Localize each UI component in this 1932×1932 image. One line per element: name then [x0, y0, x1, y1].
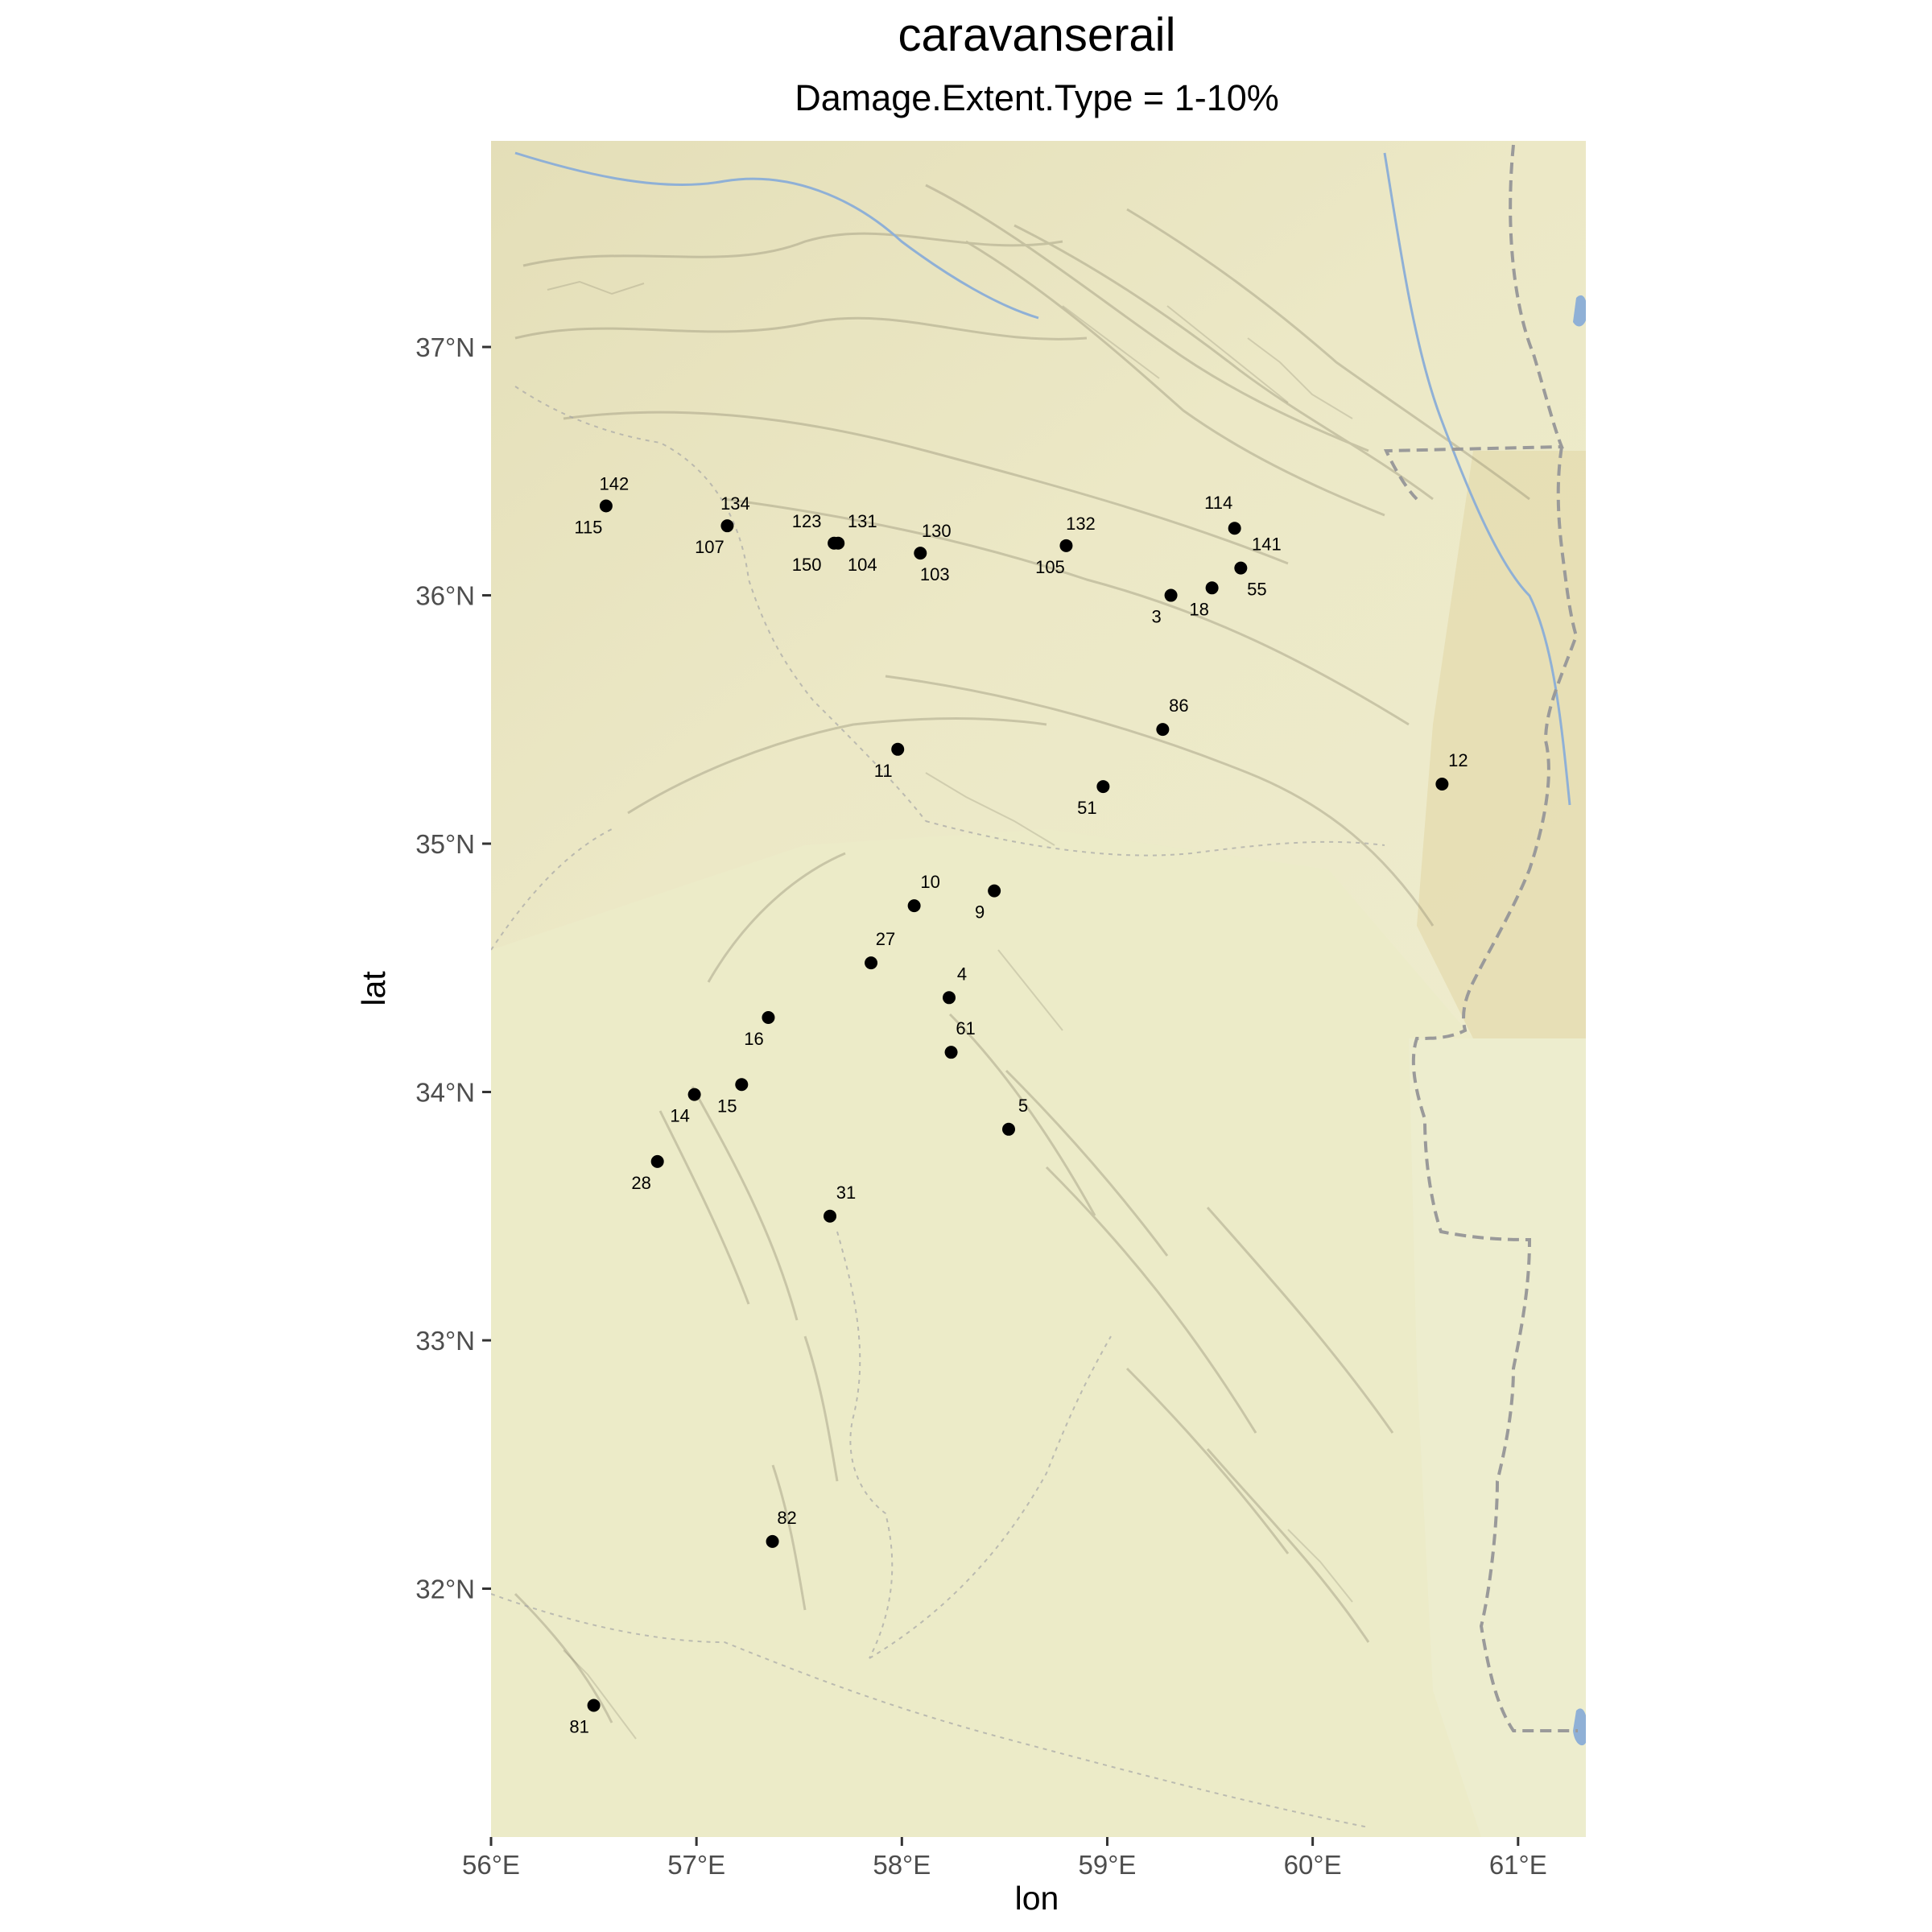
- site-point: [988, 884, 1001, 898]
- y-tick-label: 34°N: [415, 1078, 475, 1108]
- y-tick-label: 33°N: [415, 1326, 475, 1356]
- site-point: [1002, 1122, 1016, 1136]
- site-point: [762, 1010, 775, 1024]
- x-tick-label: 57°E: [667, 1850, 725, 1880]
- relief-texture: [547, 280, 1353, 1740]
- river-north: [514, 151, 1039, 320]
- chart-subtitle: Damage.Extent.Type = 1-10%: [795, 77, 1279, 118]
- site-label: 14: [670, 1106, 689, 1126]
- site-point: [914, 547, 927, 560]
- y-tick-label: 36°N: [415, 581, 475, 611]
- site-point: [766, 1534, 779, 1548]
- site-point: [1205, 581, 1219, 595]
- site-label: 15: [717, 1096, 737, 1116]
- site-label: 10: [920, 872, 939, 892]
- eastern-plateau: [1417, 451, 1586, 1038]
- site-point: [687, 1088, 701, 1101]
- site-label: 115: [574, 517, 602, 537]
- site-label: 51: [1077, 798, 1096, 818]
- lake-south: [1573, 1708, 1586, 1746]
- site-point: [944, 1046, 958, 1059]
- site-label: 9: [975, 902, 985, 923]
- site-point: [1059, 539, 1073, 552]
- site-label: 27: [876, 929, 895, 949]
- site-points: 1421151341071231501311041301031321051141…: [569, 473, 1468, 1736]
- site-label: 105: [1035, 557, 1065, 577]
- site-point: [599, 499, 613, 513]
- eastern-desert: [1409, 1038, 1586, 1837]
- x-tick-label: 61°E: [1489, 1850, 1547, 1880]
- site-point: [720, 519, 734, 533]
- site-point: [1228, 522, 1241, 535]
- site-point: [824, 1209, 837, 1223]
- site-point: [907, 899, 921, 913]
- site-label: 142: [600, 473, 630, 493]
- x-tick-label: 58°E: [873, 1850, 931, 1880]
- site-point: [735, 1078, 749, 1092]
- site-point: [587, 1699, 601, 1712]
- river-east: [1383, 152, 1571, 806]
- site-point: [1435, 777, 1449, 791]
- site-label: 130: [922, 521, 952, 541]
- x-axis-label: lon: [1015, 1880, 1059, 1917]
- rivers: [514, 151, 1571, 806]
- site-label: 18: [1189, 599, 1208, 619]
- site-label: 104: [848, 555, 877, 575]
- site-label: 81: [569, 1716, 588, 1736]
- site-point: [832, 536, 845, 550]
- x-tick-label: 60°E: [1284, 1850, 1342, 1880]
- y-tick-label: 37°N: [415, 332, 475, 362]
- site-label: 86: [1169, 696, 1188, 716]
- y-axis-label: lat: [355, 971, 392, 1006]
- site-label: 16: [744, 1029, 763, 1049]
- water-bodies: [1573, 295, 1586, 1746]
- site-label: 82: [777, 1508, 796, 1528]
- site-label: 61: [956, 1018, 975, 1038]
- site-label: 4: [957, 964, 967, 984]
- province-borders: [491, 386, 1385, 1828]
- x-tick-label: 59°E: [1079, 1850, 1137, 1880]
- chart-title: caravanserail: [898, 9, 1176, 61]
- site-label: 134: [720, 493, 750, 514]
- site-point: [1156, 723, 1170, 737]
- site-label: 132: [1066, 514, 1096, 534]
- lake-north: [1573, 295, 1586, 327]
- basemap: [491, 141, 1586, 1837]
- site-label: 55: [1247, 580, 1266, 600]
- international-border: [1383, 144, 1579, 1733]
- site-label: 3: [1151, 607, 1161, 627]
- relief-ridges: [514, 184, 1530, 1724]
- site-label: 5: [1018, 1096, 1028, 1116]
- site-label: 31: [836, 1183, 856, 1203]
- site-label: 107: [695, 537, 724, 557]
- site-point: [1234, 561, 1248, 575]
- y-axis: 32°N 33°N 34°N 35°N 36°N 37°N: [415, 332, 491, 1604]
- y-tick-label: 32°N: [415, 1575, 475, 1604]
- site-point: [1164, 588, 1178, 602]
- site-point: [650, 1154, 664, 1168]
- site-label: 103: [920, 564, 950, 584]
- x-tick-label: 56°E: [462, 1850, 520, 1880]
- y-tick-label: 35°N: [415, 829, 475, 859]
- site-label: 131: [848, 511, 877, 531]
- mountain-region: [491, 141, 1586, 1038]
- site-point: [891, 742, 905, 756]
- site-point: [943, 991, 956, 1005]
- site-label: 123: [792, 511, 822, 531]
- site-label: 141: [1252, 535, 1282, 555]
- site-label: 11: [874, 761, 893, 781]
- x-axis: 56°E 57°E 58°E 59°E 60°E 61°E: [462, 1837, 1547, 1880]
- site-point: [1096, 780, 1110, 794]
- site-point: [865, 956, 878, 970]
- site-label: 114: [1204, 493, 1232, 513]
- site-label: 12: [1448, 750, 1468, 770]
- site-label: 28: [631, 1173, 650, 1193]
- site-label: 150: [792, 555, 822, 575]
